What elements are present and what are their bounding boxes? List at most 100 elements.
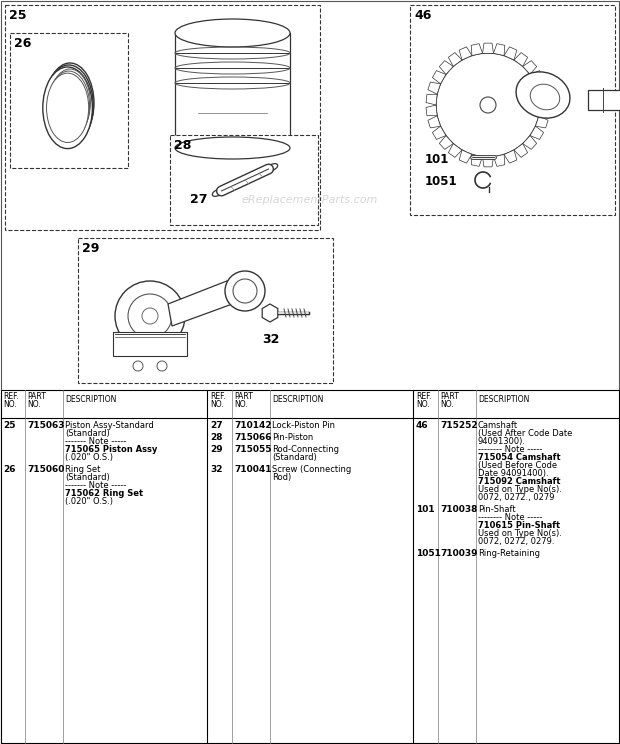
Text: 29: 29 bbox=[82, 242, 99, 255]
Text: 710039: 710039 bbox=[440, 549, 477, 558]
Text: Date 94091400).: Date 94091400). bbox=[478, 469, 549, 478]
Text: 710041: 710041 bbox=[234, 465, 272, 474]
Text: DESCRIPTION: DESCRIPTION bbox=[478, 395, 529, 404]
Circle shape bbox=[480, 97, 496, 113]
Bar bbox=[588, 90, 620, 110]
Text: 28: 28 bbox=[174, 139, 192, 152]
Bar bbox=[78, 238, 333, 383]
Polygon shape bbox=[426, 105, 437, 116]
Text: REF.: REF. bbox=[210, 392, 226, 401]
Text: 715054 Camshaft: 715054 Camshaft bbox=[478, 453, 560, 462]
Ellipse shape bbox=[48, 71, 89, 140]
Polygon shape bbox=[539, 105, 550, 116]
Text: 0072, 0272, 0279.: 0072, 0272, 0279. bbox=[478, 537, 554, 546]
Text: ------- Note -----: ------- Note ----- bbox=[65, 437, 126, 446]
Polygon shape bbox=[504, 47, 517, 60]
Polygon shape bbox=[432, 71, 446, 84]
Polygon shape bbox=[494, 155, 505, 167]
Text: 26: 26 bbox=[14, 37, 32, 50]
Text: NO.: NO. bbox=[210, 400, 224, 409]
Polygon shape bbox=[448, 53, 462, 66]
Polygon shape bbox=[504, 150, 517, 163]
Ellipse shape bbox=[516, 72, 570, 118]
Text: eReplacementParts.com: eReplacementParts.com bbox=[242, 195, 378, 205]
Polygon shape bbox=[428, 82, 440, 94]
Polygon shape bbox=[471, 44, 482, 56]
Text: 101: 101 bbox=[425, 153, 450, 166]
Polygon shape bbox=[514, 53, 528, 66]
Text: NO.: NO. bbox=[27, 400, 41, 409]
Text: 715092 Camshaft: 715092 Camshaft bbox=[478, 477, 560, 486]
Text: 1051: 1051 bbox=[425, 175, 458, 188]
Polygon shape bbox=[440, 135, 453, 150]
Text: -------- Note -----: -------- Note ----- bbox=[478, 445, 542, 454]
Ellipse shape bbox=[50, 69, 91, 137]
Text: 28: 28 bbox=[210, 433, 223, 442]
Text: NO.: NO. bbox=[234, 400, 248, 409]
Text: Pin-Piston: Pin-Piston bbox=[272, 433, 313, 442]
Text: 710142: 710142 bbox=[234, 421, 272, 430]
Circle shape bbox=[142, 308, 158, 324]
Polygon shape bbox=[530, 126, 544, 139]
Text: (Used After Code Date: (Used After Code Date bbox=[478, 429, 572, 438]
Polygon shape bbox=[539, 94, 550, 105]
Text: PART: PART bbox=[440, 392, 459, 401]
Text: 1051: 1051 bbox=[416, 549, 441, 558]
Text: (Standard): (Standard) bbox=[65, 429, 110, 438]
Text: NO.: NO. bbox=[3, 400, 17, 409]
Polygon shape bbox=[482, 43, 494, 54]
Text: (.020" O.S.): (.020" O.S.) bbox=[65, 497, 113, 506]
Text: Used on Type No(s).: Used on Type No(s). bbox=[478, 529, 562, 538]
Circle shape bbox=[133, 361, 143, 371]
Text: 710615 Pin-Shaft: 710615 Pin-Shaft bbox=[478, 521, 560, 530]
Text: PART: PART bbox=[27, 392, 46, 401]
Bar bbox=[5, 5, 320, 230]
Polygon shape bbox=[459, 150, 472, 163]
Polygon shape bbox=[530, 71, 544, 84]
Text: (Standard): (Standard) bbox=[65, 473, 110, 482]
Bar bbox=[10, 33, 128, 168]
Circle shape bbox=[225, 271, 265, 311]
Text: 715062 Ring Set: 715062 Ring Set bbox=[65, 489, 143, 498]
Text: (Used Before Code: (Used Before Code bbox=[478, 461, 557, 470]
Text: 46: 46 bbox=[414, 9, 432, 22]
Circle shape bbox=[157, 361, 167, 371]
Text: Rod-Connecting: Rod-Connecting bbox=[272, 445, 339, 454]
Polygon shape bbox=[459, 47, 472, 60]
Text: 715060: 715060 bbox=[27, 465, 64, 474]
Text: Ring Set: Ring Set bbox=[65, 465, 100, 474]
Text: 715252: 715252 bbox=[440, 421, 477, 430]
Polygon shape bbox=[494, 44, 505, 56]
Text: 25: 25 bbox=[3, 421, 16, 430]
Text: 715055: 715055 bbox=[234, 445, 272, 454]
Polygon shape bbox=[536, 116, 548, 128]
Ellipse shape bbox=[267, 164, 278, 171]
Text: (Standard): (Standard) bbox=[272, 453, 317, 462]
Text: (.020" O.S.): (.020" O.S.) bbox=[65, 453, 113, 462]
Polygon shape bbox=[448, 144, 462, 158]
Ellipse shape bbox=[530, 84, 560, 110]
Text: Ring-Retaining: Ring-Retaining bbox=[478, 549, 540, 558]
Text: REF.: REF. bbox=[3, 392, 19, 401]
Text: 715066: 715066 bbox=[234, 433, 272, 442]
Text: 710038: 710038 bbox=[440, 505, 477, 514]
Text: -------- Note -----: -------- Note ----- bbox=[478, 513, 542, 522]
Ellipse shape bbox=[175, 19, 290, 47]
Text: 29: 29 bbox=[210, 445, 223, 454]
Polygon shape bbox=[432, 126, 446, 139]
Text: Piston Assy-Standard: Piston Assy-Standard bbox=[65, 421, 154, 430]
Text: 32: 32 bbox=[210, 465, 223, 474]
Text: 715063: 715063 bbox=[27, 421, 64, 430]
Text: 32: 32 bbox=[262, 333, 280, 346]
Bar bbox=[410, 5, 615, 215]
Text: REF.: REF. bbox=[416, 392, 432, 401]
Polygon shape bbox=[262, 304, 278, 322]
Circle shape bbox=[128, 294, 172, 338]
Text: DESCRIPTION: DESCRIPTION bbox=[65, 395, 117, 404]
Text: 26: 26 bbox=[3, 465, 16, 474]
Ellipse shape bbox=[45, 65, 93, 146]
Text: 715065 Piston Assy: 715065 Piston Assy bbox=[65, 445, 157, 454]
Ellipse shape bbox=[46, 73, 89, 143]
Text: 27: 27 bbox=[190, 193, 208, 206]
Text: Used on Type No(s).: Used on Type No(s). bbox=[478, 485, 562, 494]
